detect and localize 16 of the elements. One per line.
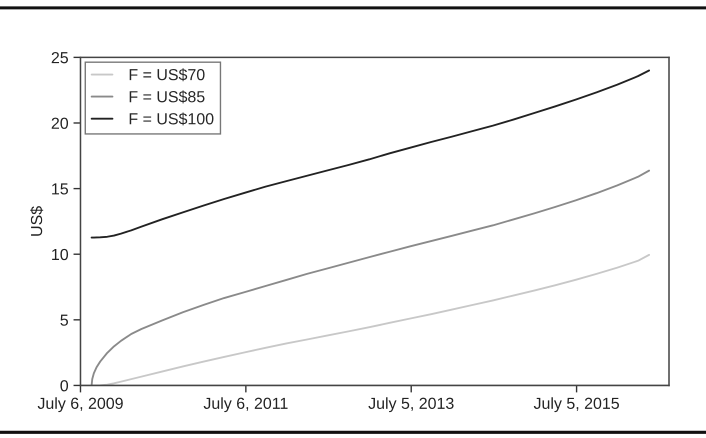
y-tick-label: 10: [52, 248, 68, 260]
y-tick-label: 25: [52, 52, 68, 64]
legend-label: F = US$70: [130, 68, 205, 82]
x-tick-label: July 5, 2015: [534, 397, 619, 412]
y-tick-label: 15: [52, 183, 68, 195]
x-tick-label: July 5, 2013: [368, 397, 454, 412]
line-series: [90, 70, 650, 238]
y-axis-title: US$: [30, 206, 44, 236]
legend-label: F = US$100: [130, 112, 214, 126]
x-tick-label: July 6, 2011: [204, 397, 288, 412]
legend-label: F = US$85: [130, 90, 205, 104]
y-tick-label: 5: [60, 314, 68, 326]
y-tick-label: 0: [60, 380, 68, 392]
line-series: [90, 170, 650, 386]
y-tick-label: 20: [52, 118, 68, 129]
x-tick-label: July 6, 2009: [38, 397, 123, 412]
